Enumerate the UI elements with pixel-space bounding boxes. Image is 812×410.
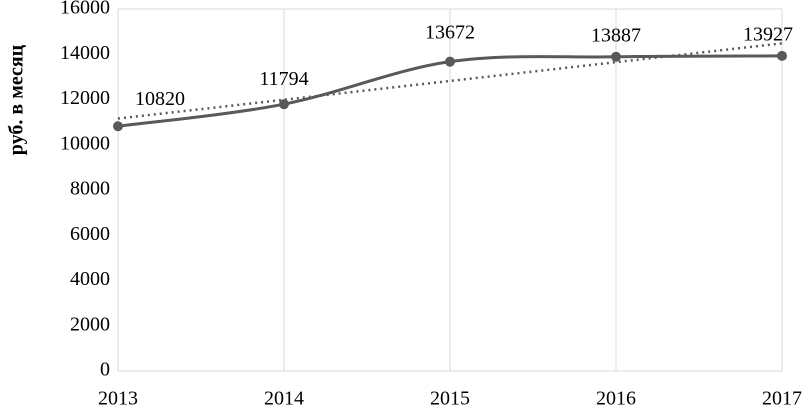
- point: [611, 51, 621, 62]
- y-axis-title: руб. в месяц: [6, 44, 28, 155]
- data-label: 11794: [259, 68, 308, 90]
- x-tick-label: 2016: [596, 388, 636, 410]
- x-tick-label: 2014: [264, 388, 304, 410]
- y-tick-label: 16000: [60, 0, 110, 19]
- data-label: 13927: [743, 23, 793, 45]
- y-tick-label: 8000: [70, 178, 110, 200]
- y-tick-label: 10000: [60, 132, 110, 154]
- y-tick-label: 4000: [70, 268, 110, 290]
- data-label: 10820: [135, 88, 185, 110]
- y-tick-label: 2000: [70, 313, 110, 335]
- x-tick-label: 2013: [98, 388, 138, 410]
- y-tick-label: 0: [100, 359, 110, 381]
- y-tick-label: 6000: [70, 223, 110, 245]
- data-label: 13672: [425, 21, 475, 43]
- point: [113, 121, 123, 132]
- data-label: 13887: [591, 24, 641, 46]
- y-tick-label: 12000: [60, 87, 110, 109]
- point: [777, 50, 787, 61]
- y-tick-label: 14000: [60, 42, 110, 64]
- x-tick-label: 2015: [430, 388, 470, 410]
- x-tick-label: 2017: [762, 388, 802, 410]
- point: [445, 56, 455, 67]
- point: [279, 99, 289, 110]
